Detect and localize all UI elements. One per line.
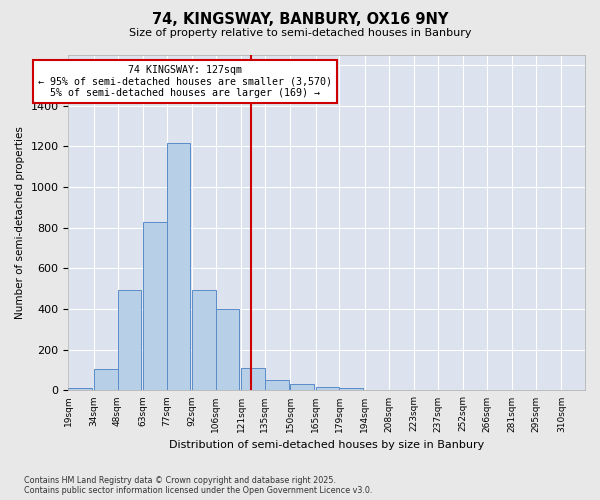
Bar [241, 368, 265, 390]
Bar [68, 388, 92, 390]
Bar [340, 388, 363, 390]
Bar [316, 388, 340, 390]
Text: Contains HM Land Registry data © Crown copyright and database right 2025.
Contai: Contains HM Land Registry data © Crown c… [24, 476, 373, 495]
Bar [167, 144, 190, 390]
Bar [265, 380, 289, 390]
Text: 74 KINGSWAY: 127sqm
← 95% of semi-detached houses are smaller (3,570)
5% of semi: 74 KINGSWAY: 127sqm ← 95% of semi-detach… [38, 65, 332, 98]
X-axis label: Distribution of semi-detached houses by size in Banbury: Distribution of semi-detached houses by … [169, 440, 484, 450]
Y-axis label: Number of semi-detached properties: Number of semi-detached properties [15, 126, 25, 319]
Text: 74, KINGSWAY, BANBURY, OX16 9NY: 74, KINGSWAY, BANBURY, OX16 9NY [152, 12, 448, 28]
Bar [290, 384, 314, 390]
Bar [94, 369, 118, 390]
Bar [216, 309, 239, 390]
Bar [118, 290, 141, 390]
Text: Size of property relative to semi-detached houses in Banbury: Size of property relative to semi-detach… [129, 28, 471, 38]
Bar [143, 222, 167, 390]
Bar [192, 290, 216, 390]
